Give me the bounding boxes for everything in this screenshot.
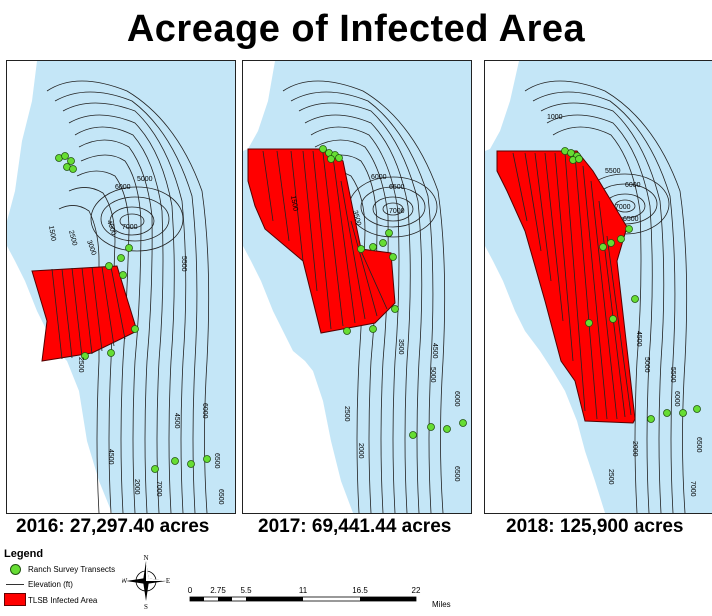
contour-label: 4500: [431, 343, 438, 359]
map-panel-2016: 1500 5000 3000 6000 2500 7000 4000 5500 …: [6, 60, 236, 514]
compass-rose: N S W E: [121, 553, 170, 611]
contour-label: 4500: [173, 413, 180, 429]
contour-label: 6000: [371, 174, 387, 181]
ranch-transects-2016: [55, 152, 211, 473]
line-icon: [6, 584, 24, 585]
contour-label: 6500: [623, 216, 639, 223]
infected-area-2017: [247, 148, 396, 334]
contour-label: 6500: [695, 437, 702, 453]
contour-label: 6500: [389, 184, 405, 191]
scale-unit: Miles: [432, 600, 451, 609]
contour-label: 2000: [357, 443, 364, 459]
map-2016: 1500 5000 3000 6000 2500 7000 4000 5500 …: [7, 61, 235, 513]
scale-tick-label: 2.75: [210, 586, 226, 595]
legend-label: Ranch Survey Transects: [28, 565, 116, 574]
map-2018: 1000 5500 6000 6500 7000 4500 5000 5500 …: [485, 61, 712, 513]
red-box-icon: [4, 593, 26, 606]
contour-label: 5500: [605, 168, 621, 175]
contour-label: 3500: [351, 210, 362, 227]
caption-2016: 2016: 27,297.40 acres: [16, 516, 210, 537]
contour-label: 6000: [453, 391, 460, 407]
contour-label: 3000: [85, 239, 97, 256]
legend-label: Elevation (ft): [28, 580, 73, 589]
compass-icon: N S W E: [121, 554, 170, 611]
scale-bar: 0 2.75 5.5 11 16.5 22 Miles: [180, 583, 470, 611]
contour-label: 5500: [180, 256, 187, 272]
compass-w: W: [122, 577, 128, 585]
ranch-transects-2018: [561, 147, 701, 423]
contour-label: 1000: [547, 114, 563, 121]
contour-label: 2500: [77, 357, 84, 373]
compass-n: N: [143, 554, 148, 562]
contour-label: 7000: [615, 204, 631, 211]
contour-label: 1500: [47, 225, 57, 242]
compass-s: S: [144, 603, 148, 609]
infected-area-2018: [496, 150, 636, 424]
scale-tick-label: 5.5: [240, 586, 252, 595]
contour-label: 7000: [389, 208, 405, 215]
scale-tick-label: 0: [188, 586, 193, 595]
contour-label: 6000: [115, 184, 131, 191]
contour-label: 4500: [635, 331, 642, 347]
contour-label: 2000: [133, 479, 140, 495]
green-circle-icon: [10, 564, 21, 575]
contour-label: 3500: [397, 339, 404, 355]
scale-bar-graphic: 0 2.75 5.5 11 16.5 22 Miles: [188, 586, 451, 609]
contour-label: 5000: [137, 176, 153, 183]
contour-label: 6000: [201, 403, 208, 419]
caption-2018: 2018: 125,900 acres: [506, 516, 684, 537]
compass-e: E: [166, 577, 170, 585]
contour-label: 4000: [105, 219, 117, 236]
contour-label: 7000: [122, 224, 138, 231]
legend-title: Legend: [4, 548, 44, 560]
contour-label: 6000: [673, 391, 680, 407]
contour-lines-2016: [46, 80, 210, 513]
contour-label: 7000: [155, 481, 162, 497]
map-title: Acreage of Infected Area: [126, 8, 586, 50]
contour-label: 5000: [643, 357, 650, 373]
scale-tick-label: 22: [412, 586, 421, 595]
contour-label: 5500: [669, 367, 676, 383]
contour-label: 2500: [607, 469, 614, 485]
contour-label: 6500: [453, 466, 460, 482]
contour-label: 2500: [67, 230, 78, 247]
contour-label: 4500: [107, 449, 114, 465]
ranch-transects-2017: [319, 145, 467, 439]
scale-tick-label: 11: [299, 586, 308, 595]
map-panel-2018: 1000 5500 6000 6500 7000 4500 5000 5500 …: [484, 60, 712, 514]
legend-label: TLSB Infected Area: [28, 596, 98, 605]
legend: Legend Ranch Survey Transects Elevation …: [4, 548, 154, 610]
contour-label: 1500: [289, 195, 299, 212]
map-2017: 6000 6500 1500 3500 7000 3500 4500 5000 …: [243, 61, 471, 513]
contour-label: 5000: [429, 367, 436, 383]
contour-label: 2500: [343, 406, 350, 422]
caption-2017: 2017: 69,441.44 acres: [258, 516, 452, 537]
scale-tick-label: 16.5: [352, 586, 368, 595]
map-panel-2017: 6000 6500 1500 3500 7000 3500 4500 5000 …: [242, 60, 472, 514]
contour-label: 7000: [689, 481, 696, 497]
contour-label: 6000: [625, 182, 641, 189]
contour-label: 2000: [631, 441, 638, 457]
contour-label: 6500: [217, 489, 224, 505]
contour-label: 6500: [213, 453, 220, 469]
